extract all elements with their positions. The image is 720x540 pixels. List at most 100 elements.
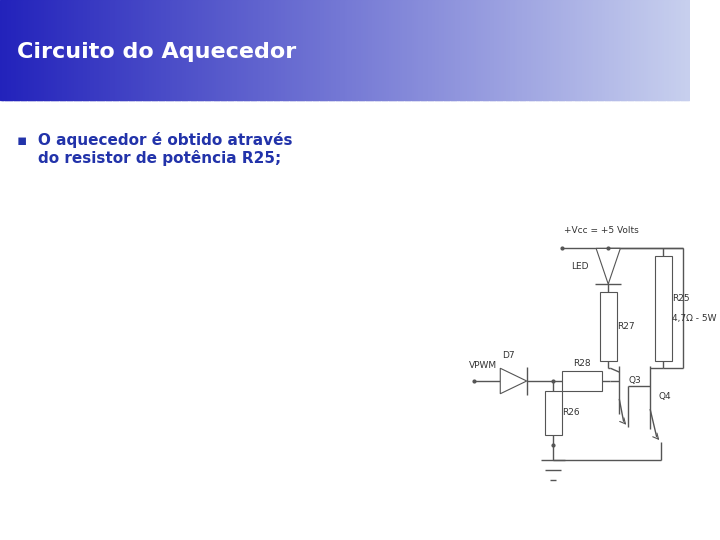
Bar	[366, 0, 369, 100]
Bar	[131, 0, 135, 100]
Bar	[412, 0, 415, 100]
Bar	[451, 0, 454, 100]
Bar	[120, 0, 123, 100]
Bar	[237, 0, 240, 100]
Bar	[14, 0, 17, 100]
Bar	[310, 0, 314, 100]
Bar	[53, 0, 56, 100]
Bar	[669, 0, 672, 100]
Bar	[626, 0, 629, 100]
Bar	[559, 0, 562, 100]
Bar	[405, 0, 408, 100]
Bar	[32, 0, 35, 100]
Bar	[19, 0, 22, 100]
Text: 4,7Ω - 5W: 4,7Ω - 5W	[672, 314, 716, 323]
Bar	[48, 0, 52, 100]
Bar	[402, 0, 405, 100]
Bar	[472, 0, 474, 100]
Bar	[446, 0, 449, 100]
Bar	[253, 0, 256, 100]
Bar	[586, 0, 590, 100]
Bar	[347, 0, 351, 100]
Bar	[395, 0, 399, 100]
Text: do resistor de potência R25;: do resistor de potência R25;	[17, 150, 282, 166]
Bar	[145, 0, 148, 100]
Bar	[23, 0, 26, 100]
Bar	[665, 0, 667, 100]
Bar	[464, 0, 468, 100]
Bar	[274, 0, 277, 100]
Bar	[179, 0, 183, 100]
Bar	[437, 0, 440, 100]
Bar	[266, 0, 270, 100]
Bar	[289, 0, 293, 100]
Bar	[124, 0, 127, 100]
Bar	[384, 0, 387, 100]
Bar	[76, 0, 79, 100]
Bar	[630, 0, 633, 100]
Bar	[161, 0, 164, 100]
Bar	[283, 0, 286, 100]
Bar	[536, 0, 539, 100]
Bar	[4, 0, 8, 100]
Bar	[416, 0, 420, 100]
Bar	[651, 0, 654, 100]
Bar	[667, 0, 670, 100]
Bar	[462, 0, 465, 100]
Bar	[87, 0, 91, 100]
Bar	[655, 0, 659, 100]
Bar	[181, 0, 185, 100]
Bar	[518, 0, 521, 100]
Bar	[7, 0, 10, 100]
Bar	[540, 0, 544, 100]
Bar	[255, 0, 258, 100]
Bar	[467, 0, 470, 100]
Bar	[588, 0, 592, 100]
Bar	[634, 0, 638, 100]
Bar	[58, 0, 60, 100]
Bar	[271, 0, 274, 100]
Bar	[246, 0, 249, 100]
Bar	[688, 0, 690, 100]
Bar	[522, 0, 525, 100]
Bar	[483, 0, 486, 100]
Bar	[175, 0, 178, 100]
Bar	[591, 0, 594, 100]
Bar	[632, 0, 636, 100]
Bar	[584, 0, 588, 100]
Bar	[331, 0, 334, 100]
Text: Q4: Q4	[659, 392, 672, 401]
Bar	[623, 0, 626, 100]
Bar	[243, 0, 247, 100]
Bar	[480, 0, 484, 100]
Bar	[397, 0, 401, 100]
Bar	[341, 0, 343, 100]
Bar	[628, 0, 631, 100]
Bar	[600, 0, 603, 100]
Text: R25: R25	[672, 294, 690, 302]
Bar	[147, 0, 150, 100]
Bar	[506, 0, 509, 100]
Bar	[106, 0, 109, 100]
Bar	[152, 0, 155, 100]
Bar	[50, 0, 54, 100]
Bar	[685, 0, 688, 100]
Bar	[177, 0, 180, 100]
Bar	[683, 0, 686, 100]
Bar	[455, 0, 459, 100]
Bar	[315, 0, 318, 100]
Bar	[359, 0, 362, 100]
Bar	[386, 0, 390, 100]
Bar	[642, 0, 644, 100]
Bar	[202, 0, 206, 100]
Bar	[163, 0, 166, 100]
Bar	[487, 0, 491, 100]
Bar	[308, 0, 311, 100]
Bar	[600, 292, 616, 361]
Bar	[210, 0, 212, 100]
Bar	[614, 0, 617, 100]
Bar	[372, 0, 376, 100]
Bar	[426, 0, 428, 100]
Bar	[44, 0, 47, 100]
Bar	[264, 0, 268, 100]
